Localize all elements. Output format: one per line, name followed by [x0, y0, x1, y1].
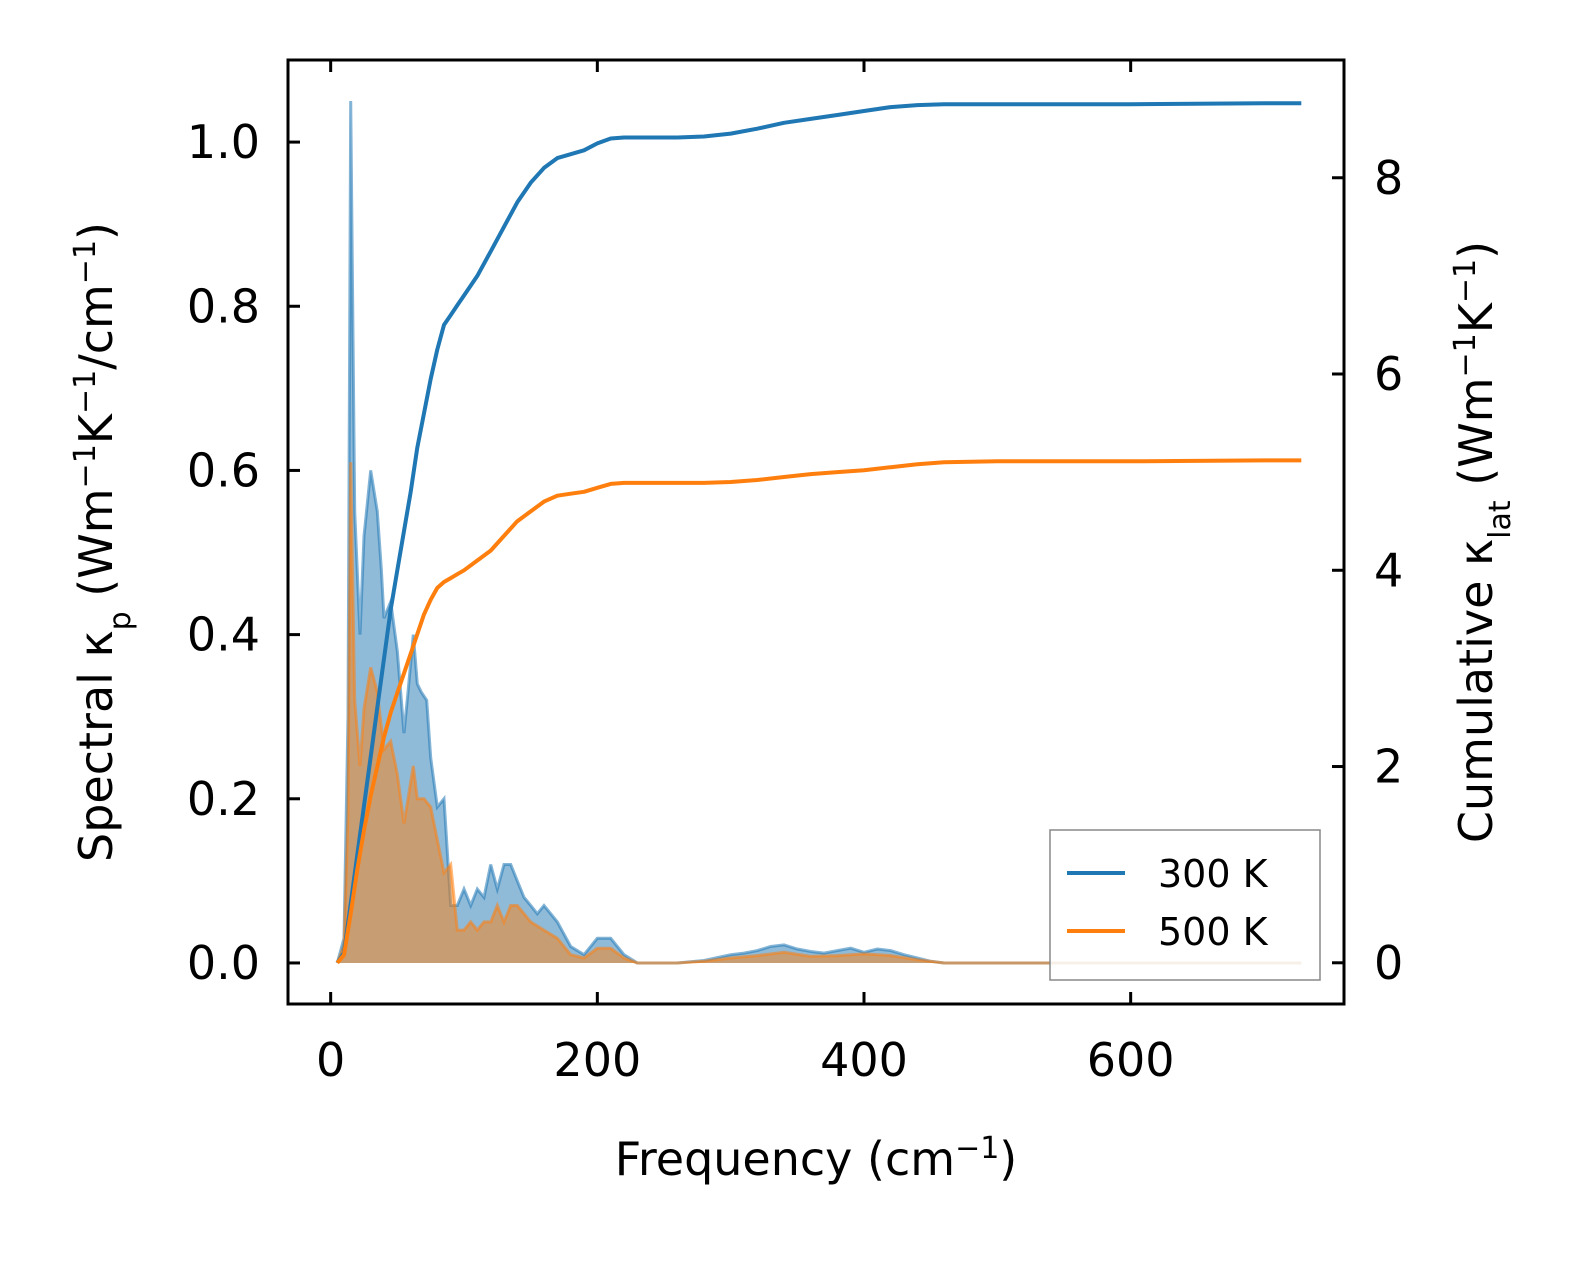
x-tick-label: 0	[316, 1033, 345, 1087]
y-right-tick-label: 6	[1374, 347, 1403, 401]
y-right-tick-label: 4	[1374, 543, 1403, 597]
y-left-tick-label: 0.2	[187, 772, 260, 826]
y-left-tick-label: 0.8	[187, 279, 260, 333]
y-right-tick-label: 8	[1374, 151, 1403, 205]
x-axis-title: Frequency (cm−1)	[615, 1131, 1018, 1187]
x-tick-label: 400	[820, 1033, 908, 1087]
y-right-tick-label: 2	[1374, 740, 1403, 794]
y-left-tick-label: 0.6	[187, 443, 260, 497]
legend-label-300k: 300 K	[1158, 852, 1269, 896]
y-left-tick-label: 1.0	[187, 115, 260, 169]
y-right-axis-title: Cumulative κlat (Wm−1K−1)	[1448, 241, 1518, 843]
y-left-tick-label: 0.0	[187, 936, 260, 990]
legend-box	[1049, 829, 1321, 981]
cumulative-500k-line	[335, 458, 1302, 965]
spectral-500k-area-edge	[335, 462, 1302, 965]
ticks-layer: 0 200 400 600 0.0 0.2 0.4 0.6 0.8 1.0 0 2 4 6 8	[187, 60, 1403, 1087]
cumulative-300k-line	[335, 101, 1302, 964]
axes-frame	[286, 58, 1346, 1006]
legend-label-500k: 500 K	[1158, 910, 1269, 954]
y-left-tick-label: 0.4	[187, 608, 260, 662]
x-tick-label: 200	[553, 1033, 641, 1087]
x-tick-label: 600	[1087, 1033, 1175, 1087]
plot-layer	[335, 100, 1302, 965]
y-left-axis-title: Spectral κp (Wm−1K−1/cm−1)	[68, 222, 138, 862]
legend: 300 K 500 K	[1049, 829, 1321, 981]
y-right-tick-label: 0	[1374, 936, 1403, 990]
spectral-500k-area	[337, 462, 1302, 963]
